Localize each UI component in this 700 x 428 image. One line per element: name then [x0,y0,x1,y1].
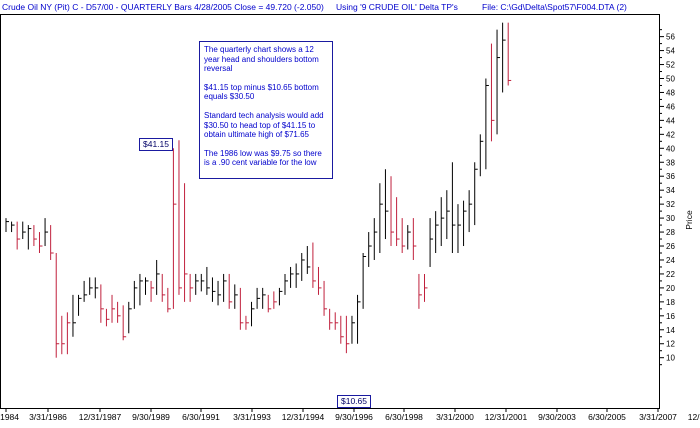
y-tick-label: 30 [666,214,675,223]
x-tick-label: 6/30/2005 [588,412,626,422]
label-top-price: $41.15 [139,138,173,151]
x-tick-label: 9/30/1989 [132,412,170,422]
annotation-line-3: Standard tech analysis would add $30.50 … [204,110,324,140]
y-tick-label: 10 [666,354,675,363]
x-tick-label: 3/31/1993 [233,412,271,422]
y-tick-label: 32 [666,200,675,209]
y-tick-label: 22 [666,270,675,279]
y-tick-label: 40 [666,144,675,153]
annotation-line-1: The quarterly chart shows a 12 year head… [204,45,319,74]
y-tick-label: 26 [666,242,675,251]
header-tp-info: Using '9 CRUDE OIL' Delta TP's [336,2,458,12]
x-tick-label: 12/31/2001 [485,412,528,422]
y-axis-label: Price [684,210,694,230]
y-tick-label: 42 [666,130,675,139]
y-tick-label: 54 [666,47,675,56]
x-tick-label: 3/31/1986 [29,412,67,422]
y-tick-label: 16 [666,312,675,321]
x-tick-label: 9/30/1996 [335,412,373,422]
y-tick-label: 46 [666,102,675,111]
y-tick-label: 28 [666,228,675,237]
annotation-line-2: $41.15 top minus $10.65 bottom equals $3… [204,82,319,102]
y-tick-label: 56 [666,33,675,42]
x-tick-label: 12/31/1994 [282,412,325,422]
y-tick-label: 20 [666,284,675,293]
y-tick-label: 44 [666,116,675,125]
x-tick-label: 12/31/2008 [688,412,700,422]
y-tick-label: 38 [666,158,675,167]
x-tick-label: 3/31/2007 [639,412,677,422]
x-tick-label: 6/30/1991 [182,412,220,422]
y-tick-label: 24 [666,256,675,265]
y-tick-label: 50 [666,75,675,84]
y-tick-label: 18 [666,298,675,307]
y-tick-label: 52 [666,61,675,70]
x-tick-label: 9/30/2003 [538,412,576,422]
x-tick-label: 6/30/1998 [385,412,423,422]
annotation-line-4: The 1986 low was $9.75 so there is a .90… [204,148,322,168]
header-file-info: File: C:\Gd\Delta\Spot57\F004.DTA (2) [482,2,627,12]
annotation-box: The quarterly chart shows a 12 year head… [199,41,333,179]
y-tick-label: 36 [666,172,675,181]
x-tick-label: 3/31/2000 [436,412,474,422]
chart-header: Crude Oil NY (Pit) C - D57/00 - QUARTERL… [0,0,700,14]
y-tick-label: 34 [666,186,675,195]
y-tick-label: 12 [666,340,675,349]
x-tick-label: 3/1984 [0,412,19,422]
y-tick-label: 14 [666,326,675,335]
header-symbol-info: Crude Oil NY (Pit) C - D57/00 - QUARTERL… [2,2,324,12]
y-tick-label: 48 [666,88,675,97]
label-bottom-price: $10.65 [337,395,371,408]
plot-frame [0,14,660,409]
x-tick-label: 12/31/1987 [79,412,122,422]
